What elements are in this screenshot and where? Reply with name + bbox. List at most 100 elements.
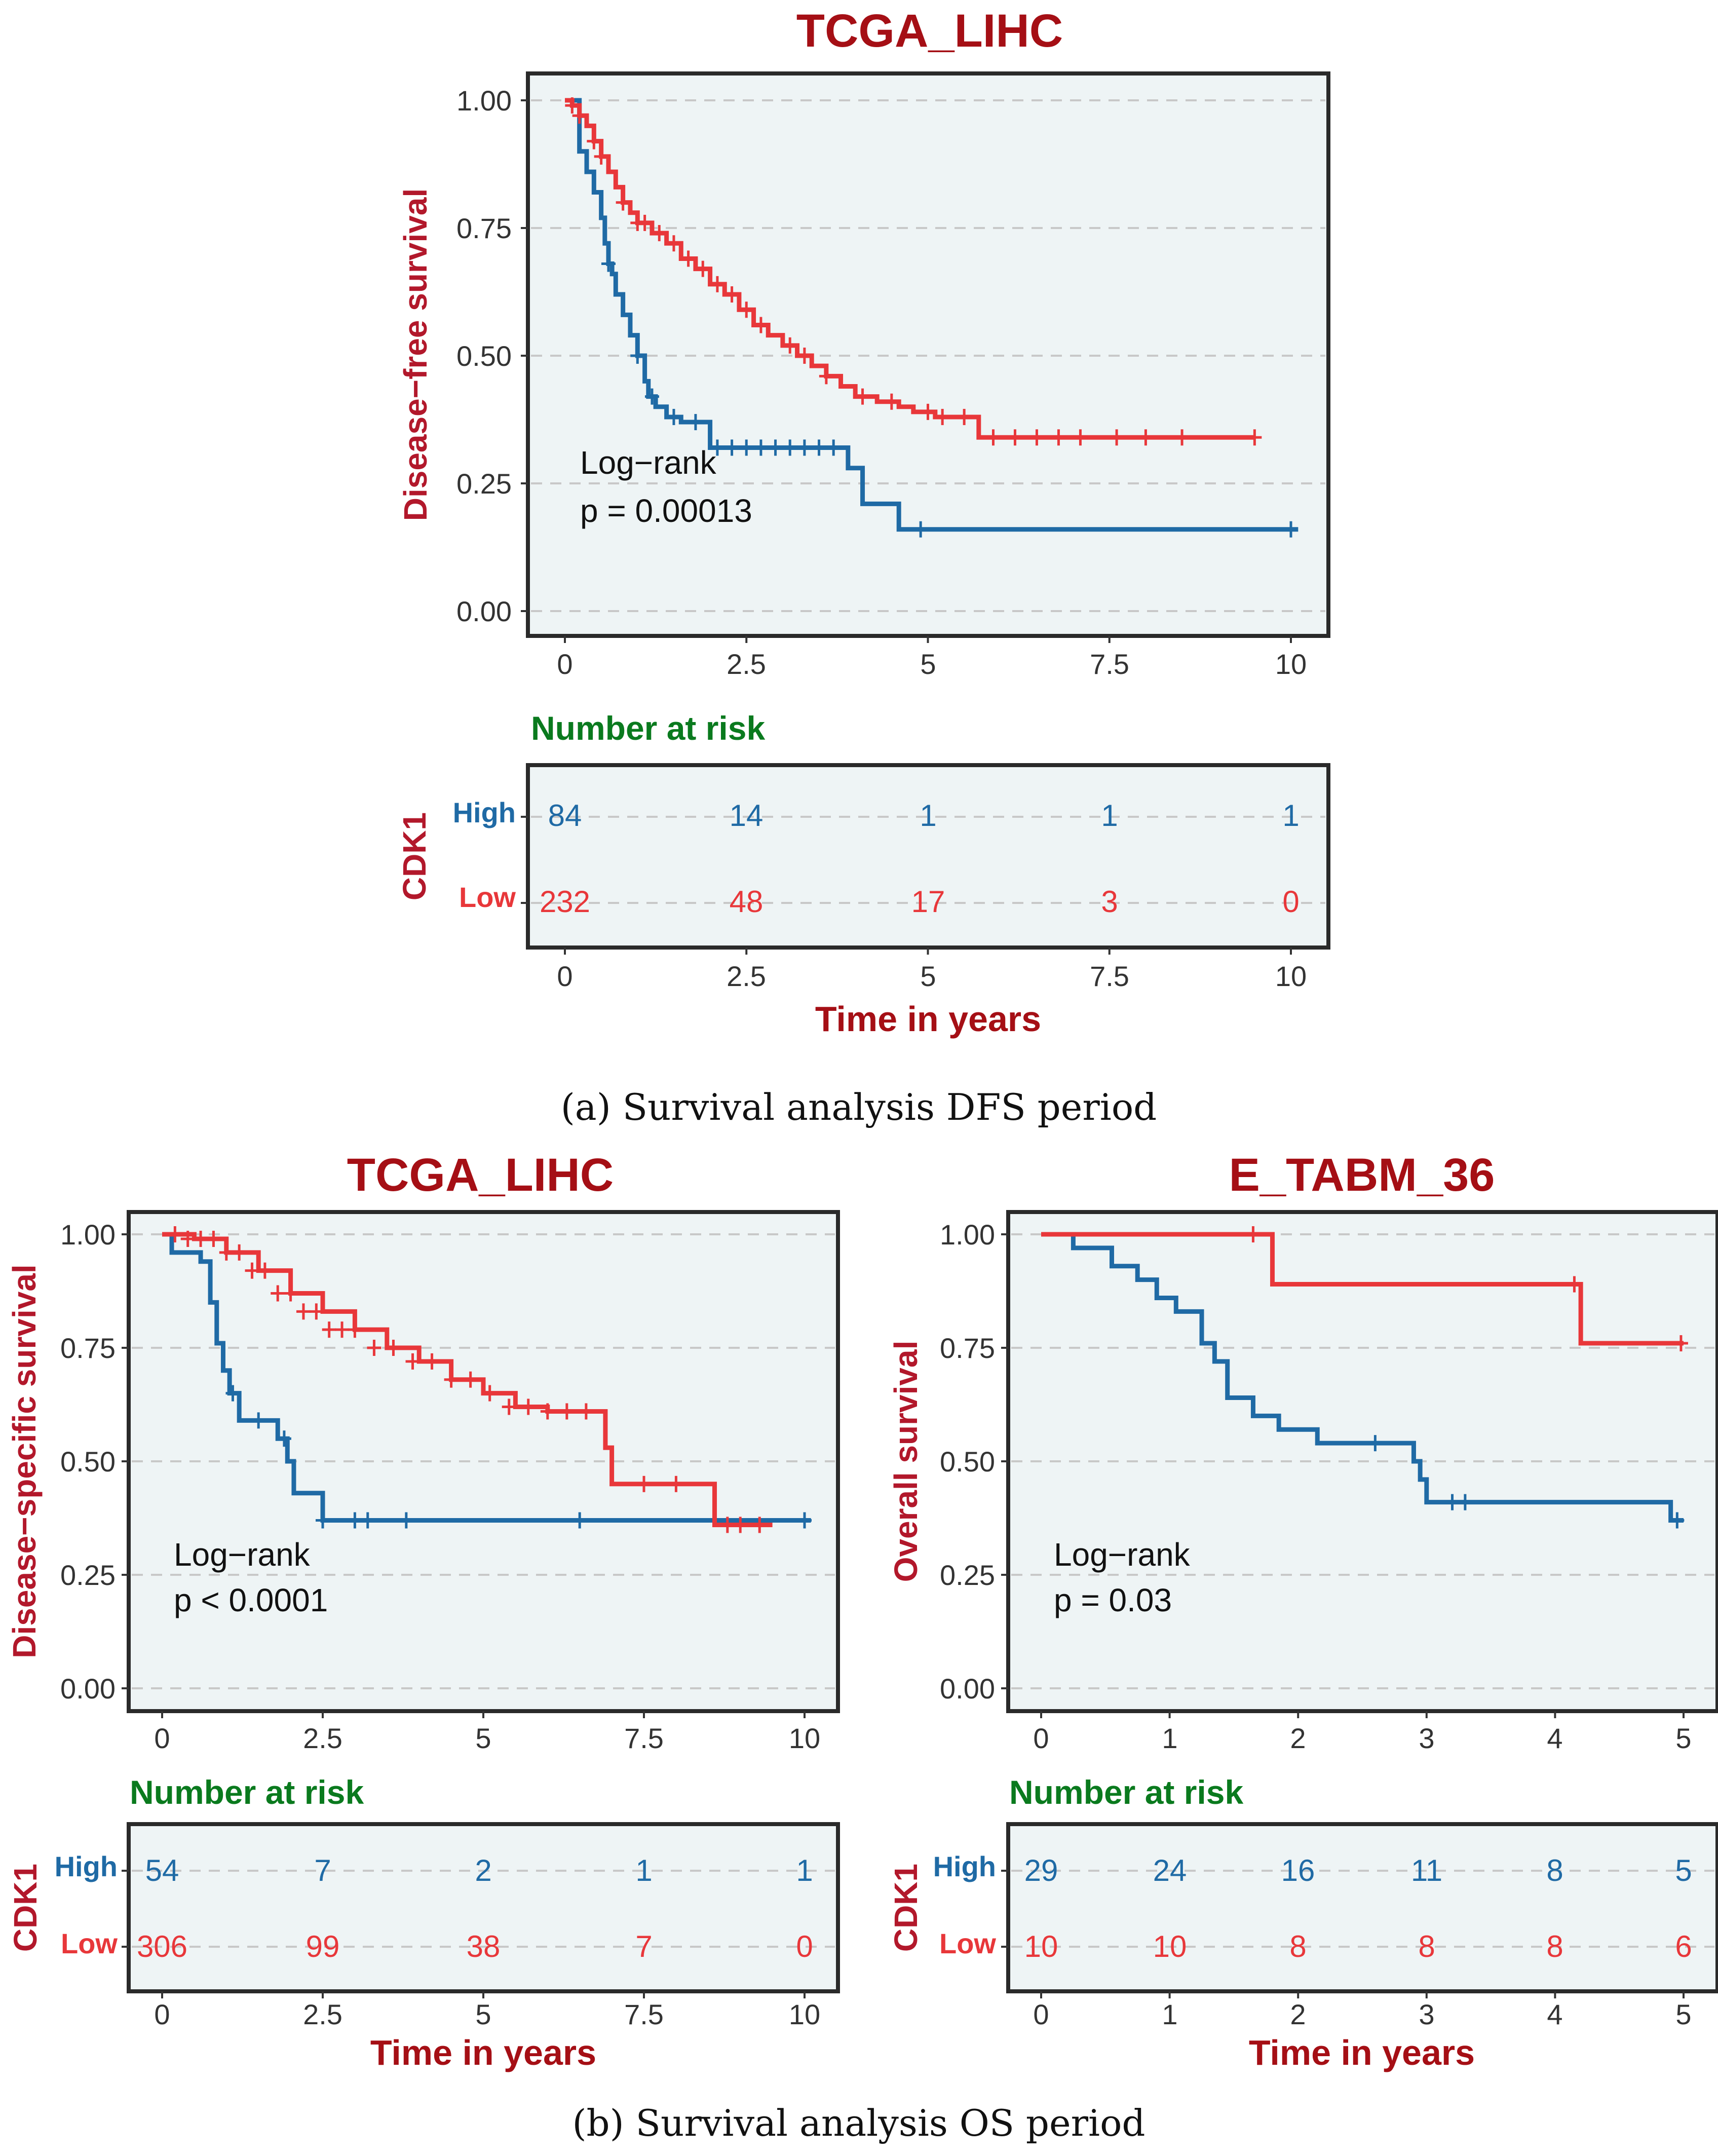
dfs-censor-mark-high [1284, 521, 1298, 538]
dss-y-ticks: 1.00 0.75 0.50 0.25 0.00 [60, 1219, 116, 1705]
dss-curves [162, 1226, 812, 1533]
dfs-censor-mark-low [753, 317, 768, 333]
dss-censor-mark-low [540, 1403, 555, 1420]
dfs-censor-mark-low [797, 348, 812, 364]
dfs-censor-mark-high [783, 439, 797, 456]
os-ytick: 0.75 [940, 1332, 995, 1364]
os-ytick: 1.00 [940, 1219, 995, 1251]
panel-dfs: TCGA_LIHC 1.00 0.75 0.50 0.25 0.00 0 2.5… [396, 5, 1330, 1039]
os-risk-x-ticks: 0 1 2 3 4 5 [1033, 1998, 1691, 2030]
os-censor-mark-low [1567, 1276, 1582, 1293]
dss-censor-mark-low [386, 1340, 401, 1356]
os-risk-group-low: Low [939, 1927, 996, 1959]
dfs-ytick: 0.50 [456, 340, 512, 372]
dss-ytick: 0.75 [60, 1332, 116, 1364]
dfs-risk-x-ticks: 0 2.5 5 7.5 10 [557, 960, 1307, 992]
dss-censor-mark-high [225, 1385, 240, 1402]
risk-value: 54 [145, 1854, 179, 1887]
dss-censor-mark-low [367, 1340, 381, 1356]
risk-value: 7 [635, 1930, 652, 1963]
dfs-number-at-risk-title: Number at risk [531, 709, 765, 747]
dfs-censor-mark-high [630, 348, 645, 364]
dss-censor-mark-high [360, 1512, 375, 1529]
dss-xtick: 0 [154, 1722, 170, 1754]
dfs-risk-table-area [526, 763, 1330, 950]
risk-value: 16 [1281, 1854, 1315, 1887]
dfs-risk-high-values: 84 14 1 1 1 [548, 799, 1300, 833]
dfs-censor-mark-low [696, 260, 710, 277]
dss-ytick: 0.00 [60, 1673, 116, 1705]
risk-value: 99 [306, 1930, 340, 1963]
os-risk-high-values: 29 24 16 11 8 5 [1024, 1854, 1692, 1887]
os-x-ticks: 0 1 2 3 4 5 [1033, 1722, 1691, 1754]
dfs-censor-mark-high [724, 439, 739, 456]
dss-risk-group-high: High [55, 1850, 118, 1882]
risk-value: 17 [911, 885, 945, 919]
os-curves [1041, 1226, 1688, 1529]
os-censor-mark-low [1673, 1335, 1688, 1352]
risk-value: 2 [475, 1854, 491, 1887]
dss-ytick: 0.25 [60, 1559, 116, 1591]
dfs-risk-xtick: 5 [920, 960, 936, 992]
dfs-censor-mark-low [724, 286, 739, 303]
dfs-y-ticks: 1.00 0.75 0.50 0.25 0.00 [456, 85, 512, 627]
dfs-strata-label: CDK1 [396, 812, 433, 900]
dfs-censor-mark-low [783, 337, 797, 354]
dfs-xtick: 5 [920, 648, 936, 680]
dss-risk-xtick: 0 [154, 1998, 170, 2030]
os-ytick: 0.25 [940, 1559, 995, 1591]
dfs-censor-mark-low [616, 194, 630, 211]
dss-censor-mark-low [559, 1403, 574, 1420]
dfs-censor-mark-low [710, 276, 724, 292]
risk-value: 14 [730, 799, 763, 833]
dfs-censor-mark-high [710, 439, 724, 456]
dfs-censor-mark-low [986, 429, 1001, 446]
os-curve-high [1041, 1232, 1684, 1523]
risk-value: 29 [1024, 1854, 1058, 1887]
os-ytick: 0.50 [940, 1446, 995, 1478]
risk-value: 48 [730, 885, 763, 919]
dfs-risk-group-low: Low [459, 881, 516, 913]
dss-logrank-label: Log−rank [174, 1536, 311, 1573]
dfs-x-ticks: 0 2.5 5 7.5 10 [557, 648, 1307, 680]
dfs-censor-mark-low [739, 301, 754, 318]
risk-value: 10 [1153, 1930, 1187, 1963]
dss-p-value: p < 0.0001 [174, 1582, 328, 1618]
dfs-xtick: 2.5 [727, 648, 766, 680]
caption-a: (a) Survival analysis DFS period [561, 1086, 1157, 1128]
os-y-axis-label: Overall survival [888, 1341, 924, 1582]
risk-value: 8 [1289, 1930, 1306, 1963]
os-x-axis-label: Time in years [1249, 2033, 1475, 2072]
dfs-censor-mark-low [921, 403, 935, 420]
dfs-censor-mark-high [913, 521, 928, 538]
os-risk-group-high: High [933, 1850, 996, 1882]
dfs-censor-mark-high [826, 439, 841, 456]
dfs-logrank-label: Log−rank [580, 444, 717, 481]
dfs-risk-xtick: 2.5 [727, 960, 766, 992]
risk-value: 11 [1411, 1854, 1442, 1887]
dss-x-axis-label: Time in years [370, 2033, 596, 2072]
dfs-ytick: 0.25 [456, 468, 512, 500]
os-censor-mark-low [1246, 1226, 1261, 1242]
os-censor-mark-high [1368, 1435, 1383, 1452]
os-risk-xtick: 5 [1675, 1998, 1691, 2030]
risk-value: 24 [1153, 1854, 1187, 1887]
risk-value: 84 [548, 799, 582, 833]
dss-censor-mark-low [194, 1230, 208, 1247]
dss-censor-mark-high [348, 1512, 362, 1529]
risk-value: 3 [1101, 885, 1118, 919]
dss-risk-group-low: Low [61, 1927, 118, 1959]
panel-os: E_TABM_36 1.00 0.75 0.50 0.25 0.00 0 1 2… [888, 1149, 1718, 2072]
risk-value: 6 [1675, 1930, 1692, 1963]
os-risk-xtick: 0 [1033, 1998, 1049, 2030]
dss-x-ticks: 0 2.5 5 7.5 10 [154, 1722, 820, 1754]
dss-censor-mark-high [316, 1512, 330, 1529]
dfs-risk-gridlines [521, 816, 1325, 955]
dss-censor-mark-low [579, 1403, 593, 1420]
dfs-xtick: 0 [557, 648, 572, 680]
dfs-xtick: 7.5 [1090, 648, 1129, 680]
dfs-y-axis-label: Disease−free survival [397, 188, 434, 521]
dfs-censor-mark-low [1175, 429, 1190, 446]
dfs-censor-mark-low [565, 97, 580, 114]
os-number-at-risk-title: Number at risk [1009, 1773, 1243, 1811]
